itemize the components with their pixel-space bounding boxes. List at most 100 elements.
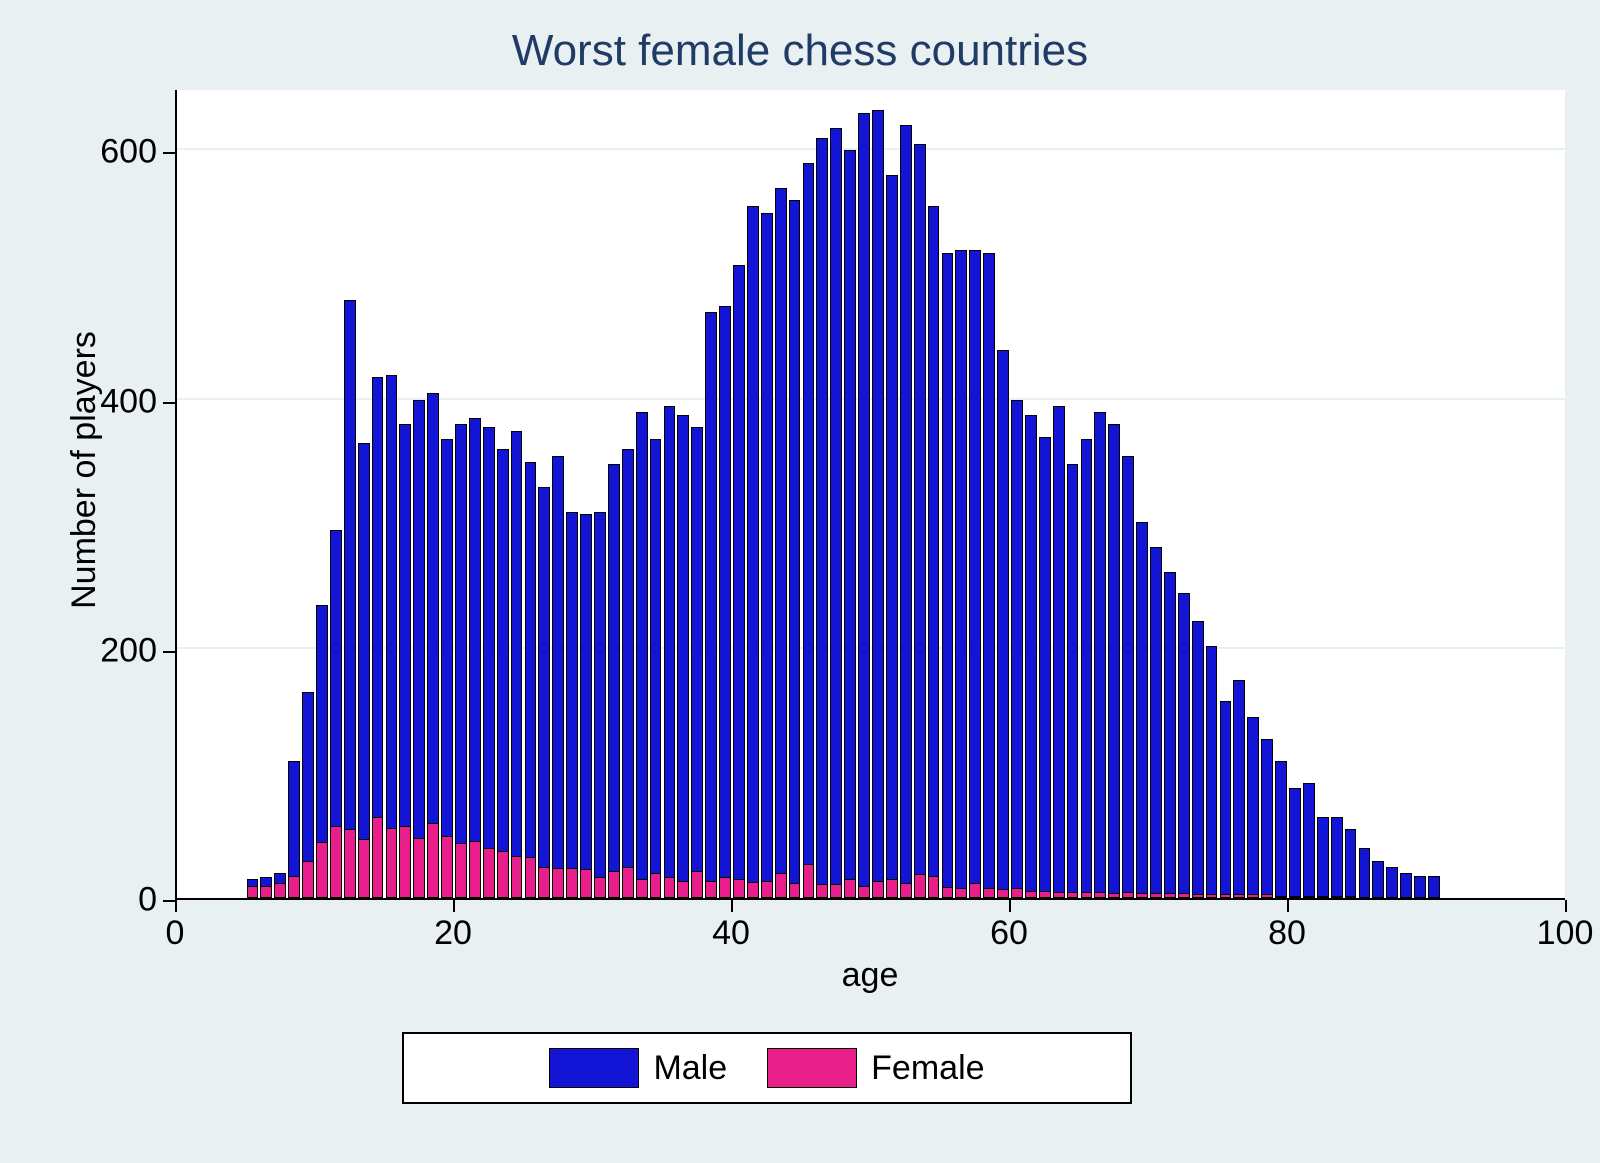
bar-male bbox=[775, 188, 787, 898]
bar-female bbox=[1039, 891, 1051, 898]
bar-female bbox=[1192, 894, 1204, 898]
bar-male bbox=[761, 213, 773, 898]
bar-female bbox=[1067, 892, 1079, 898]
bar-male bbox=[677, 415, 689, 899]
bar-female bbox=[747, 882, 759, 898]
bar-male bbox=[747, 206, 759, 898]
bar-male bbox=[1053, 406, 1065, 898]
bar-male bbox=[580, 514, 592, 898]
bar-male bbox=[511, 431, 523, 898]
bar-male bbox=[1025, 415, 1037, 899]
bar-female bbox=[594, 877, 606, 898]
bar-male bbox=[594, 512, 606, 898]
bar-female bbox=[344, 829, 356, 898]
bar-female bbox=[455, 843, 467, 898]
legend-label: Female bbox=[871, 1049, 984, 1088]
legend-label: Male bbox=[653, 1049, 727, 1088]
bar-female bbox=[358, 839, 370, 898]
bar-female bbox=[691, 871, 703, 898]
bar-female bbox=[1303, 896, 1315, 898]
bar-female bbox=[538, 867, 550, 898]
y-tick-label: 0 bbox=[138, 881, 157, 920]
bar-male bbox=[1011, 400, 1023, 898]
bar-male bbox=[719, 306, 731, 898]
bar-male bbox=[830, 128, 842, 898]
bar-female bbox=[247, 886, 259, 898]
bar-female bbox=[636, 879, 648, 898]
bar-male bbox=[497, 449, 509, 898]
bar-male bbox=[1400, 873, 1412, 898]
bar-female bbox=[1136, 893, 1148, 898]
bar-male bbox=[1122, 456, 1134, 898]
chart-container: Worst female chess countries 02040608010… bbox=[0, 0, 1600, 1163]
bar-female bbox=[830, 884, 842, 898]
x-tick-label: 60 bbox=[990, 914, 1028, 953]
bar-female bbox=[1164, 893, 1176, 898]
bar-female bbox=[1275, 896, 1287, 898]
bar-female bbox=[1220, 894, 1232, 898]
bar-male bbox=[1094, 412, 1106, 898]
bar-male bbox=[650, 439, 662, 898]
bar-male bbox=[1192, 621, 1204, 898]
bar-female bbox=[372, 817, 384, 898]
bar-male bbox=[552, 456, 564, 898]
bar-female bbox=[1094, 892, 1106, 898]
bar-male bbox=[1178, 593, 1190, 898]
bar-male bbox=[900, 125, 912, 898]
bar-male bbox=[1261, 739, 1273, 899]
legend: Male Female bbox=[402, 1032, 1132, 1104]
bar-female bbox=[650, 873, 662, 898]
bar-male bbox=[886, 175, 898, 898]
bar-female bbox=[803, 864, 815, 898]
bar-female bbox=[942, 887, 954, 898]
bar-male bbox=[1206, 646, 1218, 898]
bar-female bbox=[511, 856, 523, 898]
bar-female bbox=[844, 879, 856, 898]
bar-male bbox=[469, 418, 481, 898]
bar-female bbox=[733, 879, 745, 898]
bar-female bbox=[399, 826, 411, 898]
legend-swatch bbox=[549, 1048, 639, 1088]
bar-female bbox=[1081, 892, 1093, 898]
bar-female bbox=[1289, 896, 1301, 898]
bar-male bbox=[969, 250, 981, 898]
bar-female bbox=[427, 823, 439, 898]
bar-male bbox=[1220, 701, 1232, 898]
bar-male bbox=[455, 424, 467, 898]
bar-male bbox=[483, 427, 495, 898]
bar-male bbox=[1386, 867, 1398, 898]
bar-male bbox=[803, 163, 815, 898]
bar-male bbox=[1136, 522, 1148, 898]
y-tick bbox=[163, 900, 175, 902]
bar-male bbox=[566, 512, 578, 898]
bar-male bbox=[816, 138, 828, 898]
bar-male bbox=[413, 400, 425, 898]
bar-female bbox=[872, 881, 884, 898]
bar-female bbox=[761, 881, 773, 898]
bar-female bbox=[969, 883, 981, 898]
bar-male bbox=[1303, 783, 1315, 898]
y-tick bbox=[163, 402, 175, 404]
bar-male bbox=[636, 412, 648, 898]
bar-male bbox=[733, 265, 745, 898]
bar-male bbox=[525, 462, 537, 898]
bar-male bbox=[942, 253, 954, 899]
bar-female bbox=[330, 826, 342, 898]
bar-male bbox=[344, 300, 356, 898]
y-tick-label: 200 bbox=[100, 631, 157, 670]
bar-female bbox=[914, 874, 926, 898]
x-tick bbox=[453, 900, 455, 912]
bar-male bbox=[664, 406, 676, 898]
bar-male bbox=[1039, 437, 1051, 898]
bar-male bbox=[1081, 439, 1093, 898]
bar-female bbox=[816, 884, 828, 898]
bar-male bbox=[983, 253, 995, 899]
bar-female bbox=[1345, 896, 1357, 898]
legend-swatch bbox=[767, 1048, 857, 1088]
bar-female bbox=[858, 886, 870, 898]
bar-female bbox=[1247, 894, 1259, 898]
bar-male bbox=[1372, 861, 1384, 898]
bar-male bbox=[1289, 788, 1301, 898]
bar-female bbox=[1331, 896, 1343, 898]
bar-female bbox=[566, 868, 578, 898]
